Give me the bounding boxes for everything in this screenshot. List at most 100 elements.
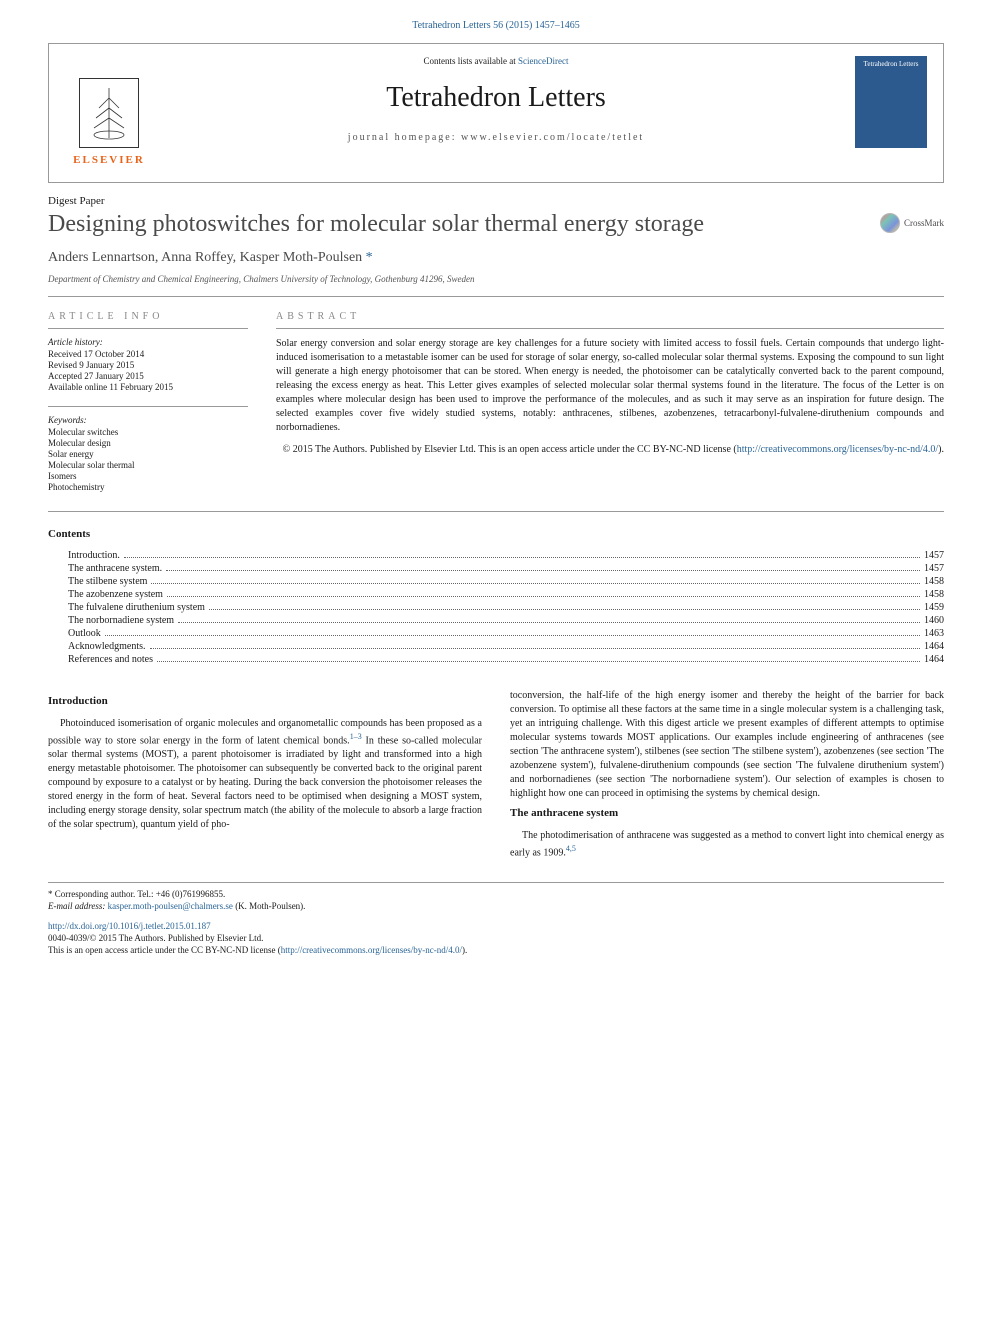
toc-item: References and notes 1464: [48, 654, 944, 665]
history-item: Available online 11 February 2015: [48, 382, 248, 392]
elsevier-tree-icon: [79, 78, 139, 148]
body-paragraph: toconversion, the half-life of the high …: [510, 689, 944, 801]
keyword-item: Isomers: [48, 471, 248, 481]
toc-item-page: 1464: [924, 654, 944, 665]
license-link[interactable]: http://creativecommons.org/licenses/by-n…: [737, 444, 938, 455]
footer-license-link[interactable]: http://creativecommons.org/licenses/by-n…: [281, 945, 462, 955]
toc-dots: [178, 615, 920, 623]
email-author-name: (K. Moth-Poulsen).: [233, 901, 306, 911]
toc-item-label: Acknowledgments.: [68, 641, 146, 652]
keyword-item: Molecular solar thermal: [48, 460, 248, 470]
article-info-block: ARTICLE INFO Article history: Received 1…: [48, 311, 248, 493]
page: Tetrahedron Letters 56 (2015) 1457–1465 …: [0, 0, 992, 985]
keyword-item: Molecular switches: [48, 427, 248, 437]
keyword-item: Solar energy: [48, 449, 248, 459]
body-columns: Introduction Photoinduced isomerisation …: [48, 689, 944, 862]
license-close: ).: [938, 444, 944, 455]
anthracene-heading: The anthracene system: [510, 807, 944, 819]
toc-item: Acknowledgments. 1464: [48, 641, 944, 652]
copyright-text: © 2015 The Authors. Published by Elsevie…: [283, 444, 737, 455]
license-text-b: ).: [462, 945, 467, 955]
keywords-label: Keywords:: [48, 415, 248, 425]
toc-item-label: The norbornadiene system: [68, 615, 174, 626]
toc-item-page: 1464: [924, 641, 944, 652]
journal-name: Tetrahedron Letters: [173, 82, 819, 114]
toc-item: The anthracene system. 1457: [48, 563, 944, 574]
toc-item-label: References and notes: [68, 654, 153, 665]
history-list: Received 17 October 2014 Revised 9 Janua…: [48, 349, 248, 392]
history-item: Revised 9 January 2015: [48, 360, 248, 370]
citation-line: Tetrahedron Letters 56 (2015) 1457–1465: [48, 20, 944, 31]
toc-item-label: The fulvalene diruthenium system: [68, 602, 205, 613]
toc-dots: [124, 550, 920, 558]
footer-license: This is an open access article under the…: [48, 945, 944, 955]
toc-item-label: Outlook: [68, 628, 101, 639]
toc-item-label: The anthracene system.: [68, 563, 162, 574]
journal-homepage: journal homepage: www.elsevier.com/locat…: [173, 132, 819, 143]
toc-dots: [105, 628, 920, 636]
journal-header-box: ELSEVIER Tetrahedron Letters Contents li…: [48, 43, 944, 183]
affiliation: Department of Chemistry and Chemical Eng…: [48, 274, 944, 297]
toc-item-page: 1460: [924, 615, 944, 626]
toc-item: Introduction.1457: [48, 550, 944, 561]
paper-type: Digest Paper: [48, 195, 944, 207]
toc-item: The azobenzene system 1458: [48, 589, 944, 600]
elsevier-label: ELSEVIER: [73, 154, 145, 166]
corresponding-star[interactable]: *: [362, 250, 373, 265]
citation-ref[interactable]: 4,5: [566, 844, 576, 853]
toc-item-page: 1458: [924, 576, 944, 587]
doi-link[interactable]: http://dx.doi.org/10.1016/j.tetlet.2015.…: [48, 921, 944, 931]
toc-item-page: 1457: [924, 563, 944, 574]
para-text: In these so-called molecular solar therm…: [48, 735, 482, 830]
toc-item-page: 1463: [924, 628, 944, 639]
toc-item-page: 1457: [924, 550, 944, 561]
toc-dots: [150, 641, 921, 649]
toc-item-label: The stilbene system: [68, 576, 147, 587]
sciencedirect-link[interactable]: ScienceDirect: [518, 56, 568, 66]
toc-item-page: 1459: [924, 602, 944, 613]
journal-cover-thumb: Tetrahedron Letters: [855, 56, 927, 148]
title-text: Designing photoswitches for molecular so…: [48, 211, 704, 237]
header-center: Contents lists available at ScienceDirec…: [173, 56, 819, 143]
abstract-license: © 2015 The Authors. Published by Elsevie…: [276, 443, 944, 457]
toc-item: The norbornadiene system 1460: [48, 615, 944, 626]
email-link[interactable]: kasper.moth-poulsen@chalmers.se: [108, 901, 233, 911]
authors-line: Anders Lennartson, Anna Roffey, Kasper M…: [48, 250, 944, 266]
crossmark-label: CrossMark: [904, 218, 944, 228]
abstract-text: Solar energy conversion and solar energy…: [276, 337, 944, 435]
history-item: Received 17 October 2014: [48, 349, 248, 359]
table-of-contents: Contents Introduction.1457 The anthracene…: [48, 528, 944, 665]
contents-available-text: Contents lists available at: [424, 56, 518, 66]
toc-item: The stilbene system 1458: [48, 576, 944, 587]
toc-heading: Contents: [48, 528, 944, 540]
page-footer: * Corresponding author. Tel.: +46 (0)761…: [48, 882, 944, 955]
toc-item: Outlook 1463: [48, 628, 944, 639]
issn-line: 0040-4039/© 2015 The Authors. Published …: [48, 933, 944, 943]
authors-names: Anders Lennartson, Anna Roffey, Kasper M…: [48, 250, 362, 265]
license-text-a: This is an open access article under the…: [48, 945, 281, 955]
citation-ref[interactable]: 1–3: [350, 732, 362, 741]
keyword-item: Photochemistry: [48, 482, 248, 492]
abstract-block: ABSTRACT Solar energy conversion and sol…: [276, 311, 944, 493]
publisher-logo-block: ELSEVIER: [65, 56, 153, 166]
toc-dots: [157, 654, 920, 662]
keywords-block: Keywords: Molecular switches Molecular d…: [48, 406, 248, 492]
article-title: Designing photoswitches for molecular so…: [48, 211, 944, 238]
toc-dots: [167, 589, 920, 597]
toc-item-label: The azobenzene system: [68, 589, 163, 600]
toc-dots: [166, 563, 920, 571]
intro-heading: Introduction: [48, 695, 482, 707]
intro-paragraph: Photoinduced isomerisation of organic mo…: [48, 717, 482, 832]
article-info-header: ARTICLE INFO: [48, 311, 248, 329]
keyword-item: Molecular design: [48, 438, 248, 448]
history-label: Article history:: [48, 337, 248, 347]
abstract-header: ABSTRACT: [276, 311, 944, 329]
toc-item: The fulvalene diruthenium system 1459: [48, 602, 944, 613]
crossmark-icon: [880, 213, 900, 233]
email-line: E-mail address: kasper.moth-poulsen@chal…: [48, 901, 944, 911]
toc-item-page: 1458: [924, 589, 944, 600]
corresponding-author: * Corresponding author. Tel.: +46 (0)761…: [48, 889, 944, 899]
crossmark-badge[interactable]: CrossMark: [880, 213, 944, 233]
contents-available-line: Contents lists available at ScienceDirec…: [173, 56, 819, 66]
body-column-right: toconversion, the half-life of the high …: [510, 689, 944, 862]
